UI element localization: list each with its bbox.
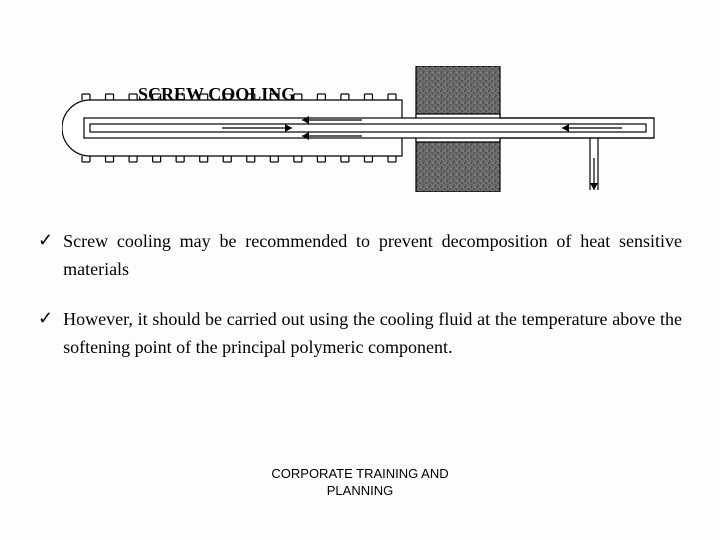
list-item: ✓ Screw cooling may be recommended to pr… — [38, 228, 682, 284]
list-item: ✓ However, it should be carried out usin… — [38, 306, 682, 362]
bullet-text: Screw cooling may be recommended to prev… — [63, 228, 682, 284]
bullet-text: However, it should be carried out using … — [63, 306, 682, 362]
check-icon: ✓ — [38, 306, 53, 330]
footer: CORPORATE TRAINING AND PLANNING — [0, 466, 720, 500]
bullet-list: ✓ Screw cooling may be recommended to pr… — [38, 228, 682, 384]
footer-line: PLANNING — [0, 483, 720, 500]
footer-line: CORPORATE TRAINING AND — [0, 466, 720, 483]
screw-cooling-diagram — [62, 66, 658, 192]
check-icon: ✓ — [38, 228, 53, 252]
